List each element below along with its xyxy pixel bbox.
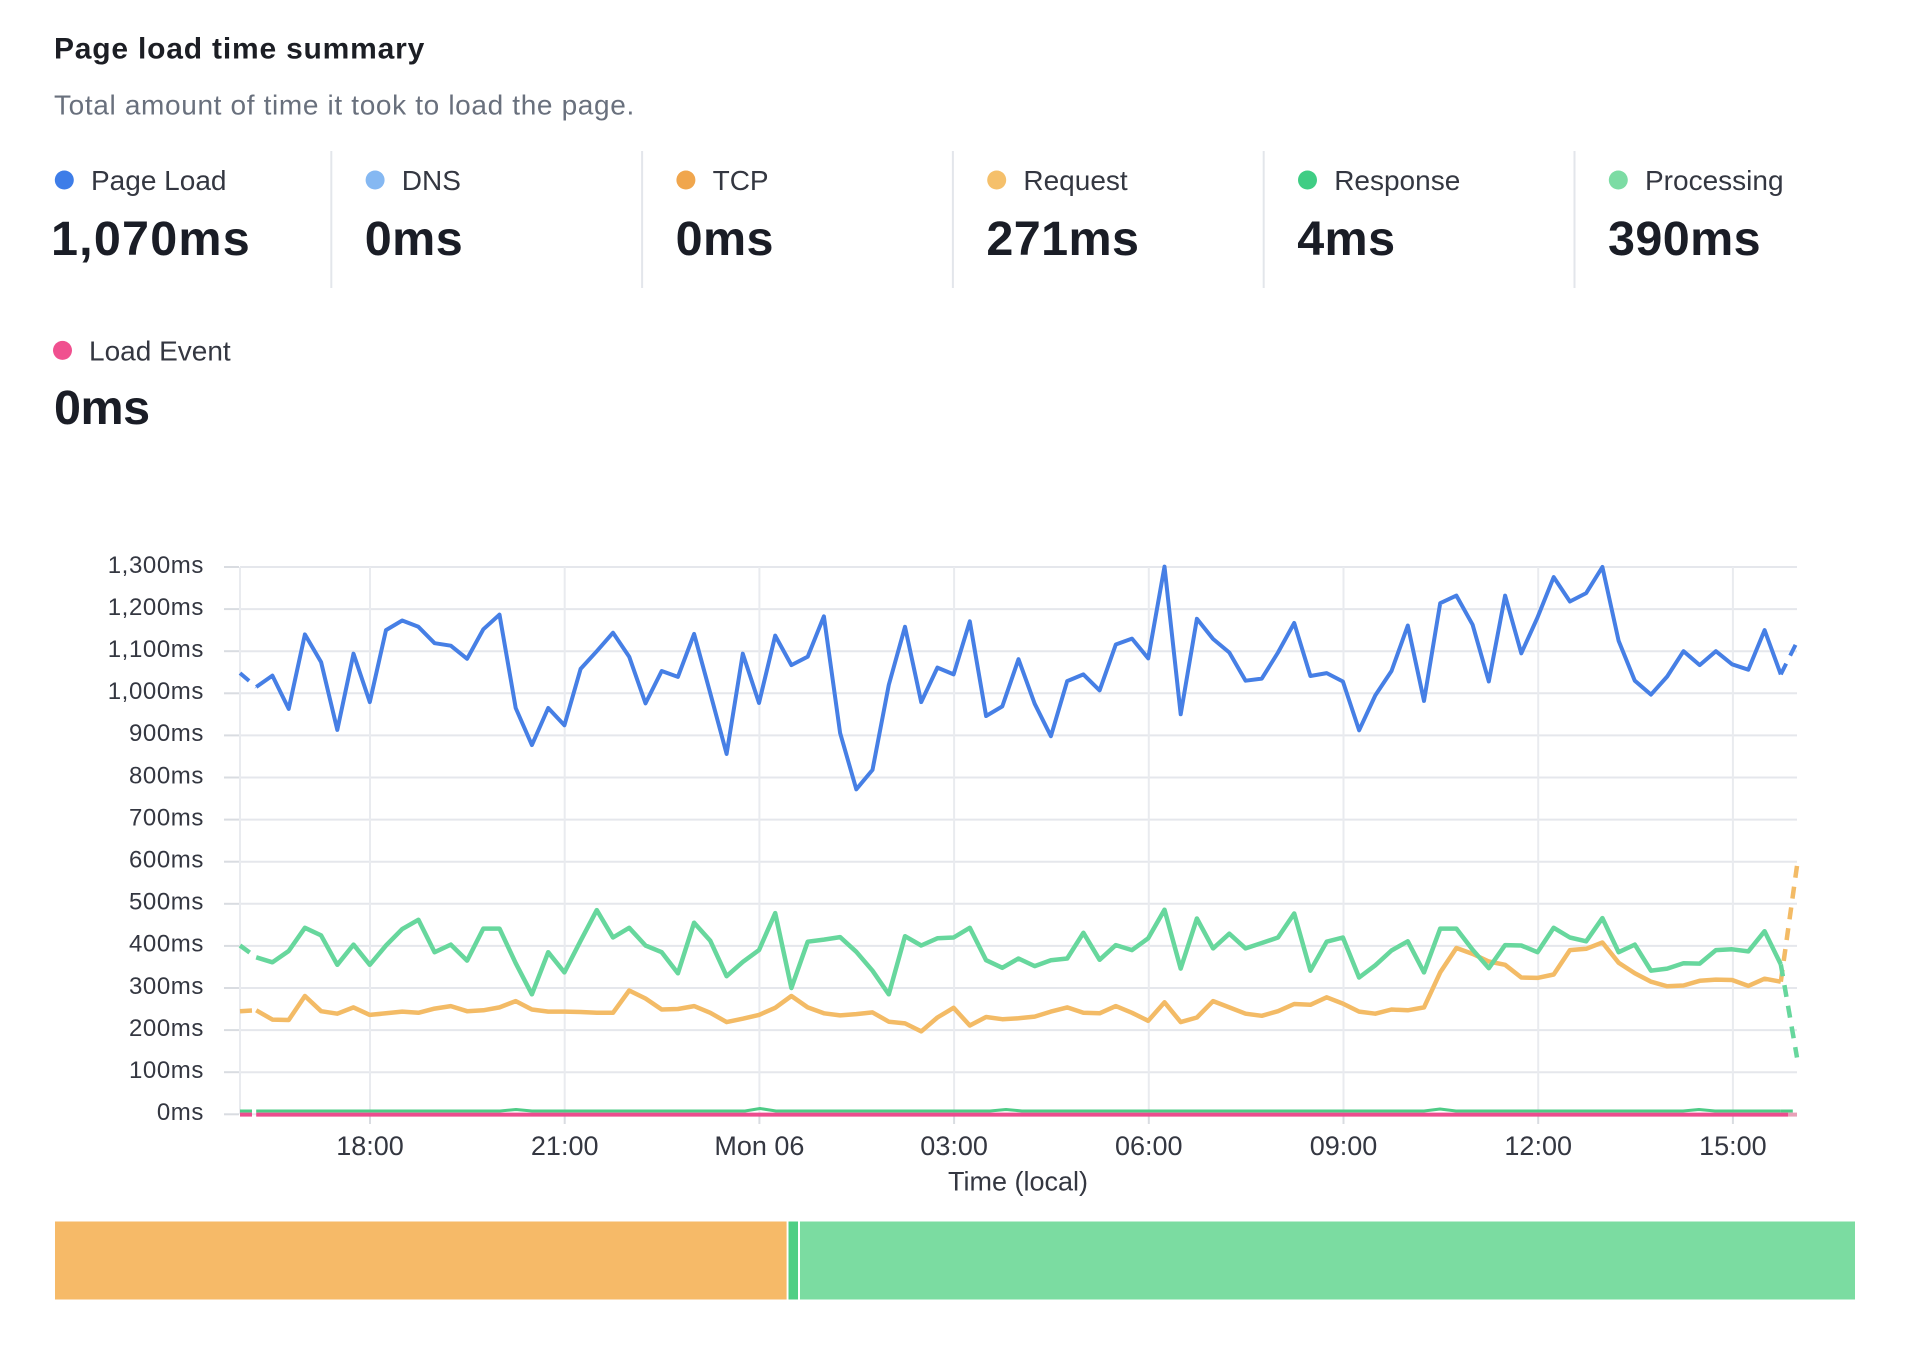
- svg-text:18:00: 18:00: [336, 1131, 404, 1161]
- svg-text:15:00: 15:00: [1699, 1131, 1767, 1161]
- svg-text:DNS: DNS: [402, 165, 461, 196]
- svg-text:1,200ms: 1,200ms: [108, 594, 204, 621]
- svg-text:03:00: 03:00: [920, 1131, 988, 1161]
- svg-text:390ms: 390ms: [1608, 212, 1761, 266]
- svg-text:Processing: Processing: [1645, 165, 1784, 196]
- svg-text:700ms: 700ms: [129, 804, 204, 831]
- svg-text:09:00: 09:00: [1310, 1131, 1378, 1161]
- svg-text:0ms: 0ms: [365, 212, 463, 266]
- svg-text:0ms: 0ms: [54, 381, 150, 435]
- svg-text:0ms: 0ms: [157, 1099, 204, 1126]
- svg-text:300ms: 300ms: [129, 973, 204, 1000]
- svg-text:Page Load: Page Load: [91, 165, 226, 196]
- svg-text:Time (local): Time (local): [948, 1167, 1088, 1197]
- svg-text:21:00: 21:00: [531, 1131, 599, 1161]
- svg-text:100ms: 100ms: [129, 1057, 204, 1084]
- svg-text:1,000ms: 1,000ms: [108, 678, 204, 705]
- svg-text:600ms: 600ms: [129, 847, 204, 874]
- svg-text:Request: Request: [1023, 165, 1128, 196]
- svg-text:Response: Response: [1334, 165, 1460, 196]
- svg-text:271ms: 271ms: [986, 212, 1139, 266]
- svg-text:Page load time summary: Page load time summary: [54, 32, 425, 65]
- svg-text:200ms: 200ms: [129, 1015, 204, 1042]
- svg-text:06:00: 06:00: [1115, 1131, 1183, 1161]
- svg-text:800ms: 800ms: [129, 762, 204, 789]
- svg-text:TCP: TCP: [713, 165, 769, 196]
- svg-text:1,300ms: 1,300ms: [108, 552, 204, 579]
- svg-text:500ms: 500ms: [129, 889, 204, 916]
- svg-text:0ms: 0ms: [676, 212, 774, 266]
- svg-text:400ms: 400ms: [129, 931, 204, 958]
- svg-text:12:00: 12:00: [1504, 1131, 1572, 1161]
- svg-text:Total amount of time it took t: Total amount of time it took to load the…: [54, 90, 635, 121]
- svg-text:1,100ms: 1,100ms: [108, 636, 204, 663]
- svg-text:Mon 06: Mon 06: [714, 1131, 804, 1161]
- svg-text:1,070ms: 1,070ms: [51, 212, 251, 266]
- svg-text:4ms: 4ms: [1297, 212, 1395, 266]
- svg-text:900ms: 900ms: [129, 720, 204, 747]
- svg-text:Load Event: Load Event: [89, 335, 231, 366]
